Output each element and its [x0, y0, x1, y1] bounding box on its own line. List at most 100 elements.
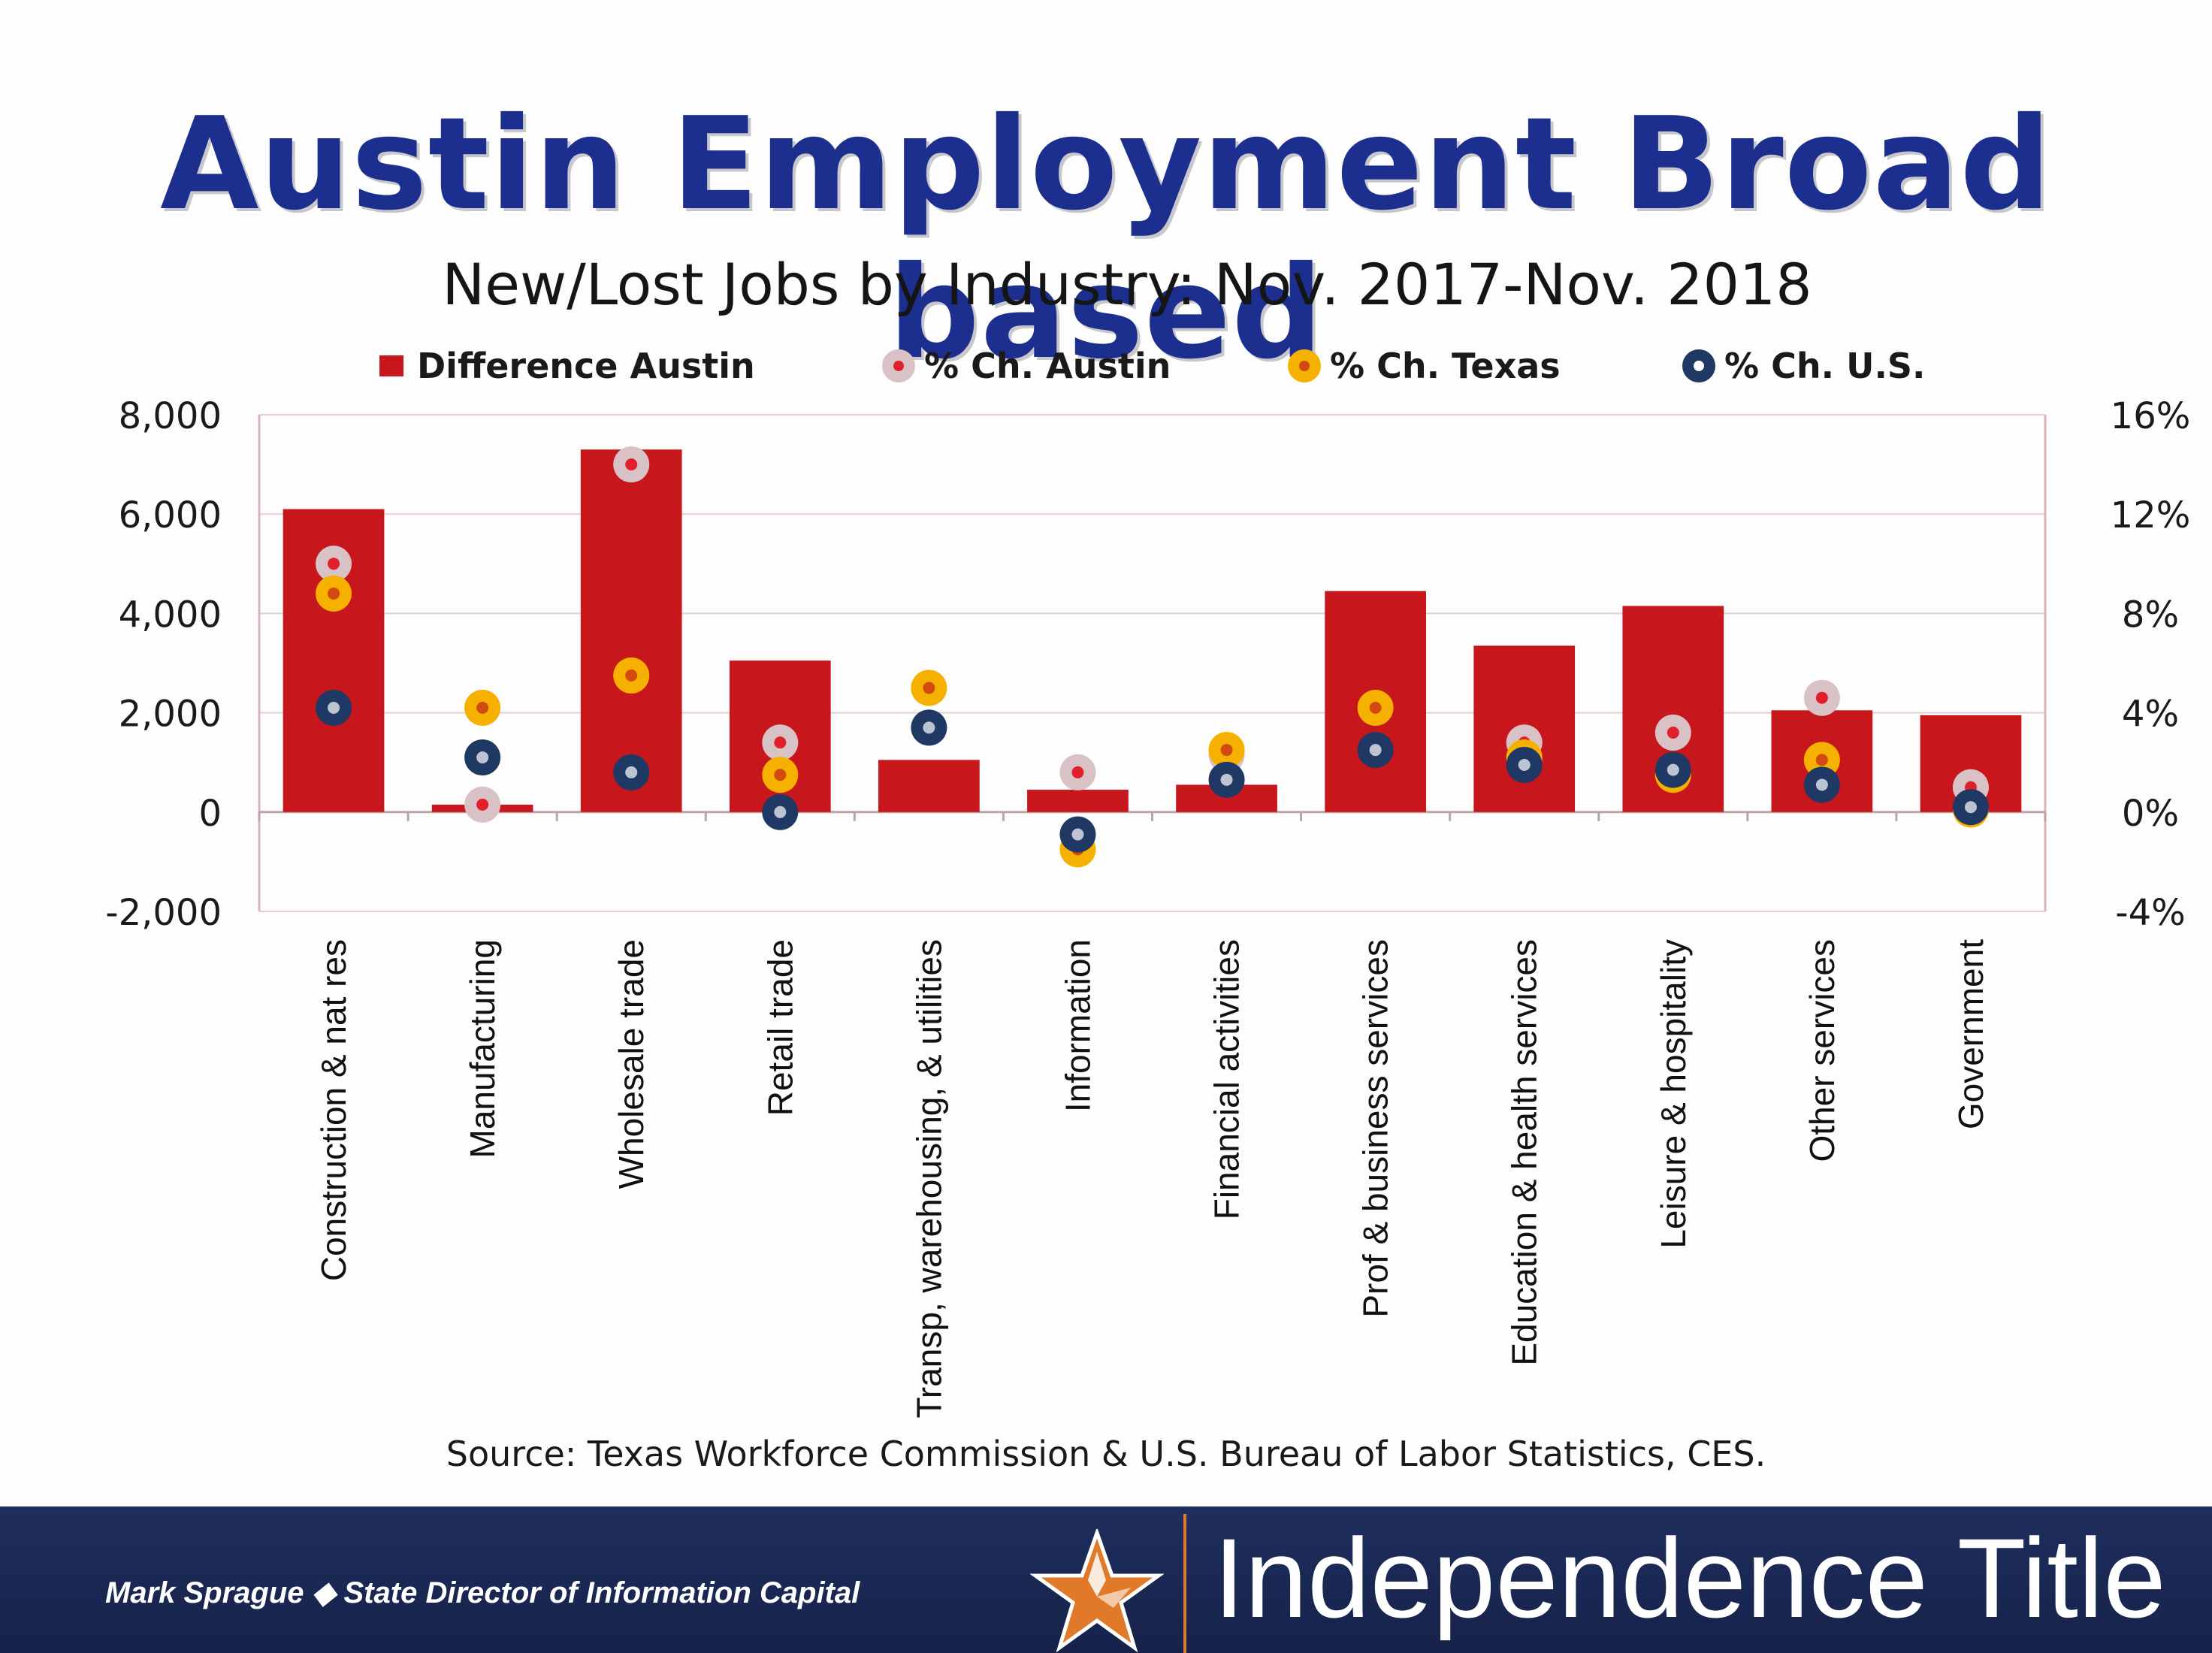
brand-logo-text: Independence Title [1213, 1515, 2166, 1641]
marker-austin [1654, 715, 1691, 751]
marker-us-center [1815, 778, 1828, 791]
source-note: Source: Texas Workforce Commission & U.S… [446, 1434, 1766, 1474]
legend-swatch-center [893, 361, 904, 371]
legend-item: % Ch. Austin [882, 346, 1171, 386]
y-left-tick-label: 0 [198, 793, 222, 835]
marker-texas [911, 669, 947, 706]
marker-texas-center [1220, 744, 1233, 757]
chart-legend: Difference Austin % Ch. Austin % Ch. Texas… [379, 346, 1926, 386]
star-logo-icon [1029, 1529, 1165, 1653]
marker-austin-center [1071, 766, 1084, 778]
marker-us-center [1071, 828, 1084, 841]
marker-texas [464, 689, 501, 726]
marker-austin-center [774, 736, 787, 749]
marker-austin [1059, 754, 1096, 790]
marker-texas-center [923, 681, 935, 694]
axes: -2,000 0 2,000 4,000 6,000 8,000 -4% 0% 4% 8% 12% 1… [105, 395, 2190, 934]
chart-title: New/Lost Jobs by Industry: Nov. 2017-Nov… [442, 251, 1812, 318]
marker-austin-center [476, 798, 489, 811]
legend-item: % Ch. U.S. [1682, 346, 1926, 386]
marker-us [762, 793, 799, 830]
marker-texas-center [328, 587, 340, 600]
chart: New/Lost Jobs by Industry: Nov. 2017-Nov… [105, 251, 2190, 1419]
legend-label: Difference Austin [417, 346, 755, 386]
category-label: Leisure & hospitality [1654, 939, 1693, 1249]
legend-item: % Ch. Texas [1288, 346, 1561, 386]
category-label: Construction & nat res [314, 939, 353, 1281]
legend-item: Difference Austin [379, 346, 755, 386]
slide-title: Austin Employment Broad based [160, 90, 2052, 388]
legend-label: % Ch. Texas [1330, 346, 1561, 386]
marker-us-center [774, 805, 787, 818]
legend-label: % Ch. U.S. [1724, 346, 1926, 386]
marker-texas [1208, 732, 1245, 769]
marker-austin-center [1815, 691, 1828, 704]
y-right-tick-label: 4% [2122, 694, 2179, 736]
marker-us-center [1964, 801, 1977, 814]
marker-us [1952, 789, 1989, 826]
marker-us [1506, 747, 1543, 784]
marker-austin [316, 545, 352, 582]
category-label: Education & health services [1505, 939, 1544, 1366]
marker-austin [762, 724, 799, 761]
marker-us-center [1220, 773, 1233, 786]
category-label: Government [1951, 939, 1990, 1129]
marker-austin-center [1667, 727, 1679, 739]
y-right-tick-label: 0% [2122, 793, 2179, 835]
y-left-tick-label: 6,000 [119, 494, 222, 536]
marker-us-center [1667, 763, 1679, 776]
marker-us [613, 754, 650, 790]
marker-austin-center [625, 458, 638, 471]
legend-swatch-center [1299, 361, 1310, 371]
marker-austin [613, 446, 650, 483]
marker-us-center [625, 766, 638, 778]
y-left-tick-label: 8,000 [119, 395, 222, 437]
presenter-credit: Mark Sprague ◆ State Director of Informa… [105, 1576, 860, 1609]
y-right-tick-label: 12% [2111, 494, 2191, 536]
category-label: Financial activities [1207, 939, 1247, 1219]
gridlines [259, 414, 2045, 912]
marker-austin [464, 786, 501, 823]
marker-texas [316, 575, 352, 612]
y-right-tick-label: -4% [2115, 892, 2185, 934]
marker-us [1803, 766, 1840, 803]
marker-us [1208, 761, 1245, 798]
category-label: Prof & business services [1356, 939, 1395, 1318]
footer-bar: Mark Sprague ◆ State Director of Informa… [0, 1506, 2212, 1653]
y-right-tick-label: 8% [2122, 594, 2179, 636]
category-label: Retail trade [760, 939, 799, 1116]
bar [580, 449, 682, 812]
marker-texas [613, 657, 650, 694]
marker-us-center [328, 701, 340, 714]
marker-austin [1803, 679, 1840, 716]
marker-us [316, 689, 352, 726]
marker-texas-center [774, 769, 787, 781]
marker-texas [1803, 742, 1840, 778]
category-label: Manufacturing [463, 939, 502, 1159]
footer-divider [1183, 1514, 1186, 1653]
marker-texas-center [1369, 701, 1382, 714]
bar [878, 760, 980, 812]
bar [1027, 790, 1129, 812]
marker-us [1059, 816, 1096, 853]
marker-us-center [923, 721, 935, 734]
marker-texas-center [625, 669, 638, 682]
category-label: Information [1058, 939, 1097, 1112]
marker-texas-center [1815, 754, 1828, 766]
legend-label: % Ch. Austin [924, 346, 1171, 386]
bar-series [283, 449, 2022, 812]
marker-us [1357, 732, 1394, 769]
marker-us [1654, 751, 1691, 788]
marker-texas-center [476, 701, 489, 714]
legend-swatch-bar [379, 355, 403, 376]
marker-us-center [476, 751, 489, 764]
y-left-tick-label: -2,000 [105, 892, 222, 934]
marker-us-center [1369, 744, 1382, 757]
marker-texas [762, 757, 799, 793]
marker-us [464, 739, 501, 776]
category-label: Other services [1803, 939, 1842, 1162]
category-label: Transp, warehousing, & utilities [909, 939, 948, 1419]
marker-us-center [1518, 759, 1531, 772]
marker-series [316, 446, 1989, 868]
